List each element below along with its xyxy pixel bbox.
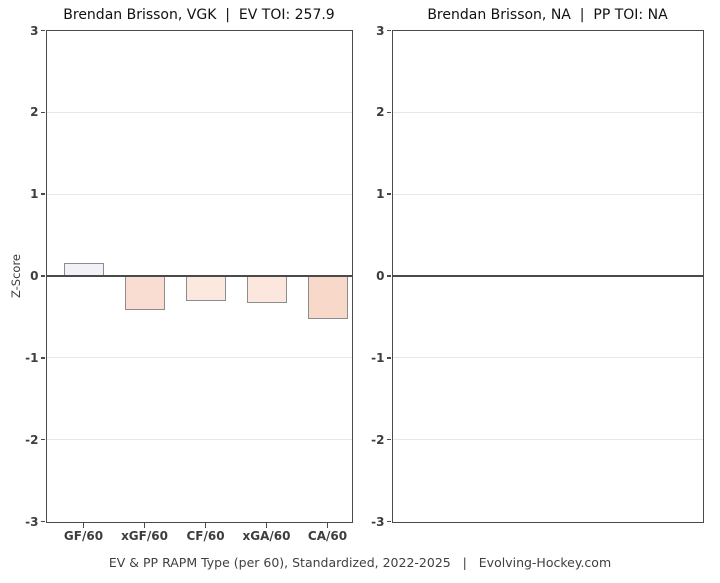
ev-chart-title: Brendan Brisson, VGK | EV TOI: 257.9 bbox=[63, 7, 335, 23]
pp-plot-area: 3 2 1 0 -1 -2 -3 bbox=[371, 24, 704, 529]
figure-caption: EV & PP RAPM Type (per 60), Standardized… bbox=[108, 555, 612, 570]
y-tick bbox=[40, 438, 45, 441]
y-tick-label: 2 bbox=[376, 105, 385, 120]
gridline bbox=[392, 439, 703, 441]
gridline bbox=[46, 111, 352, 113]
y-tick-label: -3 bbox=[371, 514, 385, 529]
gridline bbox=[392, 357, 703, 359]
y-tick-label: 1 bbox=[30, 187, 39, 202]
bar-xga60 bbox=[246, 276, 287, 303]
y-tick bbox=[386, 520, 391, 523]
y-tick bbox=[386, 111, 391, 114]
gridline bbox=[46, 439, 352, 441]
y-tick bbox=[386, 438, 391, 441]
y-tick bbox=[40, 357, 45, 359]
x-tick-label: xGA/60 bbox=[242, 528, 291, 543]
x-tick bbox=[143, 523, 146, 528]
y-tick bbox=[386, 275, 391, 277]
bar-xgf60 bbox=[124, 276, 165, 311]
x-tick bbox=[326, 523, 329, 528]
x-tick-label: CA/60 bbox=[307, 528, 348, 543]
x-tick bbox=[82, 523, 85, 528]
y-tick-label: 3 bbox=[30, 23, 39, 38]
ev-plot-area: 3 2 1 0 -1 -2 -3 GF/60 xGF/60 CF/60 xGA/60 CA/60 bbox=[25, 24, 353, 543]
bar-cf60 bbox=[185, 276, 226, 302]
y-tick-label: -2 bbox=[371, 432, 385, 447]
y-tick-label: -3 bbox=[25, 514, 39, 529]
y-tick bbox=[40, 29, 45, 32]
y-tick bbox=[386, 29, 391, 32]
y-tick-label: 0 bbox=[376, 269, 385, 283]
y-tick bbox=[40, 193, 45, 195]
pp-chart-title: Brendan Brisson, NA | PP TOI: NA bbox=[427, 7, 668, 23]
gridline bbox=[392, 111, 703, 113]
y-tick bbox=[40, 520, 45, 523]
y-tick-label: 0 bbox=[30, 269, 39, 283]
bar-gf60 bbox=[63, 262, 104, 276]
gridline bbox=[46, 357, 352, 359]
y-tick-label: -1 bbox=[25, 350, 39, 365]
y-tick bbox=[386, 357, 391, 359]
y-tick-label: -1 bbox=[371, 350, 385, 365]
gridline bbox=[46, 193, 352, 195]
y-tick-label: 3 bbox=[376, 23, 385, 38]
y-tick-label: -2 bbox=[25, 432, 39, 447]
bar-ca60 bbox=[307, 276, 348, 319]
zero-line bbox=[392, 275, 703, 277]
x-tick-label: GF/60 bbox=[63, 528, 104, 543]
y-tick bbox=[40, 111, 45, 114]
x-tick-label: xGF/60 bbox=[121, 528, 168, 543]
x-tick-label: CF/60 bbox=[186, 528, 225, 543]
y-tick-label: 1 bbox=[376, 187, 385, 202]
x-tick bbox=[265, 523, 268, 528]
y-tick-label: 2 bbox=[30, 105, 39, 120]
y-tick bbox=[386, 193, 391, 195]
zero-line bbox=[46, 275, 352, 277]
gridline bbox=[392, 193, 703, 195]
y-tick bbox=[40, 275, 45, 277]
x-tick bbox=[204, 523, 207, 528]
